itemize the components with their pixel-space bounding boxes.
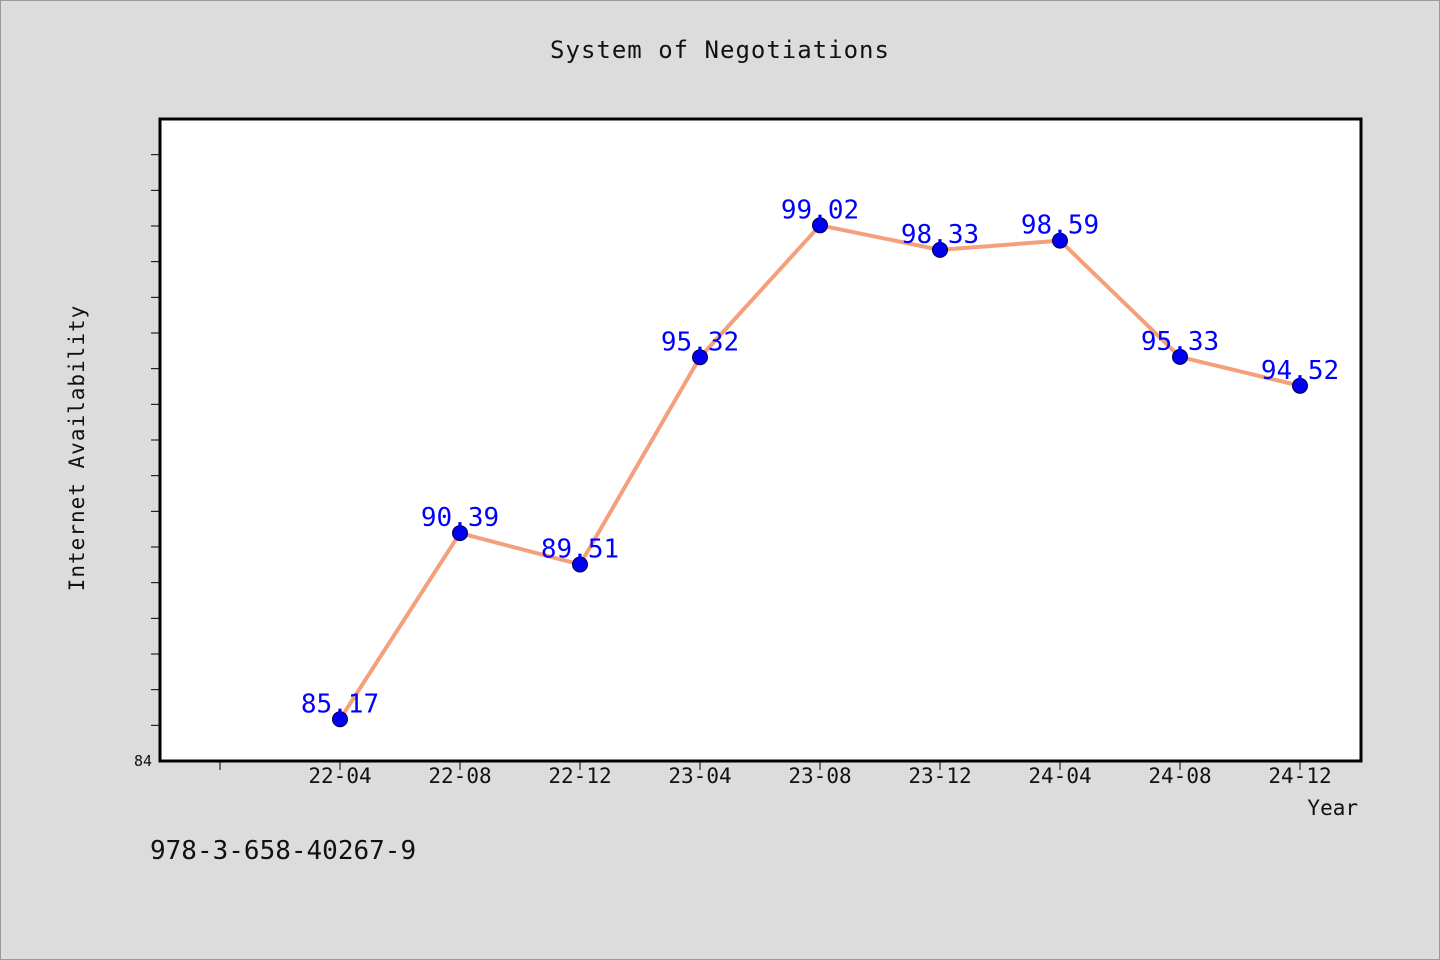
x-tick-label: 23-08 bbox=[788, 764, 851, 788]
data-label: 99.02 bbox=[781, 195, 859, 225]
data-point-marker bbox=[572, 556, 588, 573]
x-tick-label: 22-12 bbox=[548, 764, 611, 788]
data-point-marker bbox=[332, 711, 348, 728]
data-point-marker bbox=[1292, 377, 1308, 394]
data-point-marker bbox=[812, 217, 828, 234]
data-point-marker bbox=[692, 349, 708, 366]
y-axis-label: Internet Availability bbox=[65, 304, 89, 592]
x-tick-label: 23-12 bbox=[908, 764, 971, 788]
x-tick-label: 22-04 bbox=[308, 764, 371, 788]
data-point-marker bbox=[1172, 348, 1188, 365]
data-label: 85.17 bbox=[301, 689, 379, 719]
data-label: 90.39 bbox=[421, 503, 499, 533]
x-tick-label: 23-04 bbox=[668, 764, 731, 788]
x-axis-label: Year bbox=[1307, 796, 1358, 820]
data-label: 98.33 bbox=[901, 220, 979, 250]
data-label: 98.59 bbox=[1021, 211, 1099, 241]
x-tick-label: 24-04 bbox=[1028, 764, 1091, 788]
data-point-marker bbox=[452, 525, 468, 542]
y-tick-label: 84 bbox=[134, 752, 152, 770]
x-tick-label: 22-08 bbox=[428, 764, 491, 788]
series-layer bbox=[332, 217, 1308, 728]
footer-code: 978-3-658-40267-9 bbox=[150, 836, 417, 866]
plot-area bbox=[158, 117, 1363, 763]
data-label: 89.51 bbox=[541, 534, 619, 564]
x-axis-ticks: 22-04 22-08 22-12 23-04 23-08 23-12 24-04 24-08… bbox=[219, 762, 1332, 788]
data-point-marker bbox=[932, 241, 948, 258]
data-point-marker bbox=[1052, 232, 1068, 249]
data-label-layer: 85.17 90.39 89.51 95.32 99.02 98.33 98.59 95.33… bbox=[301, 195, 1339, 719]
x-tick-label: 24-08 bbox=[1148, 764, 1211, 788]
chart-title: System of Negotiations bbox=[550, 36, 890, 64]
x-tick-label: 24-12 bbox=[1268, 764, 1331, 788]
data-label: 95.32 bbox=[661, 327, 739, 357]
y-axis-ticks: 84 bbox=[134, 154, 159, 770]
data-label: 95.33 bbox=[1141, 327, 1219, 357]
data-label: 94.52 bbox=[1261, 356, 1339, 386]
